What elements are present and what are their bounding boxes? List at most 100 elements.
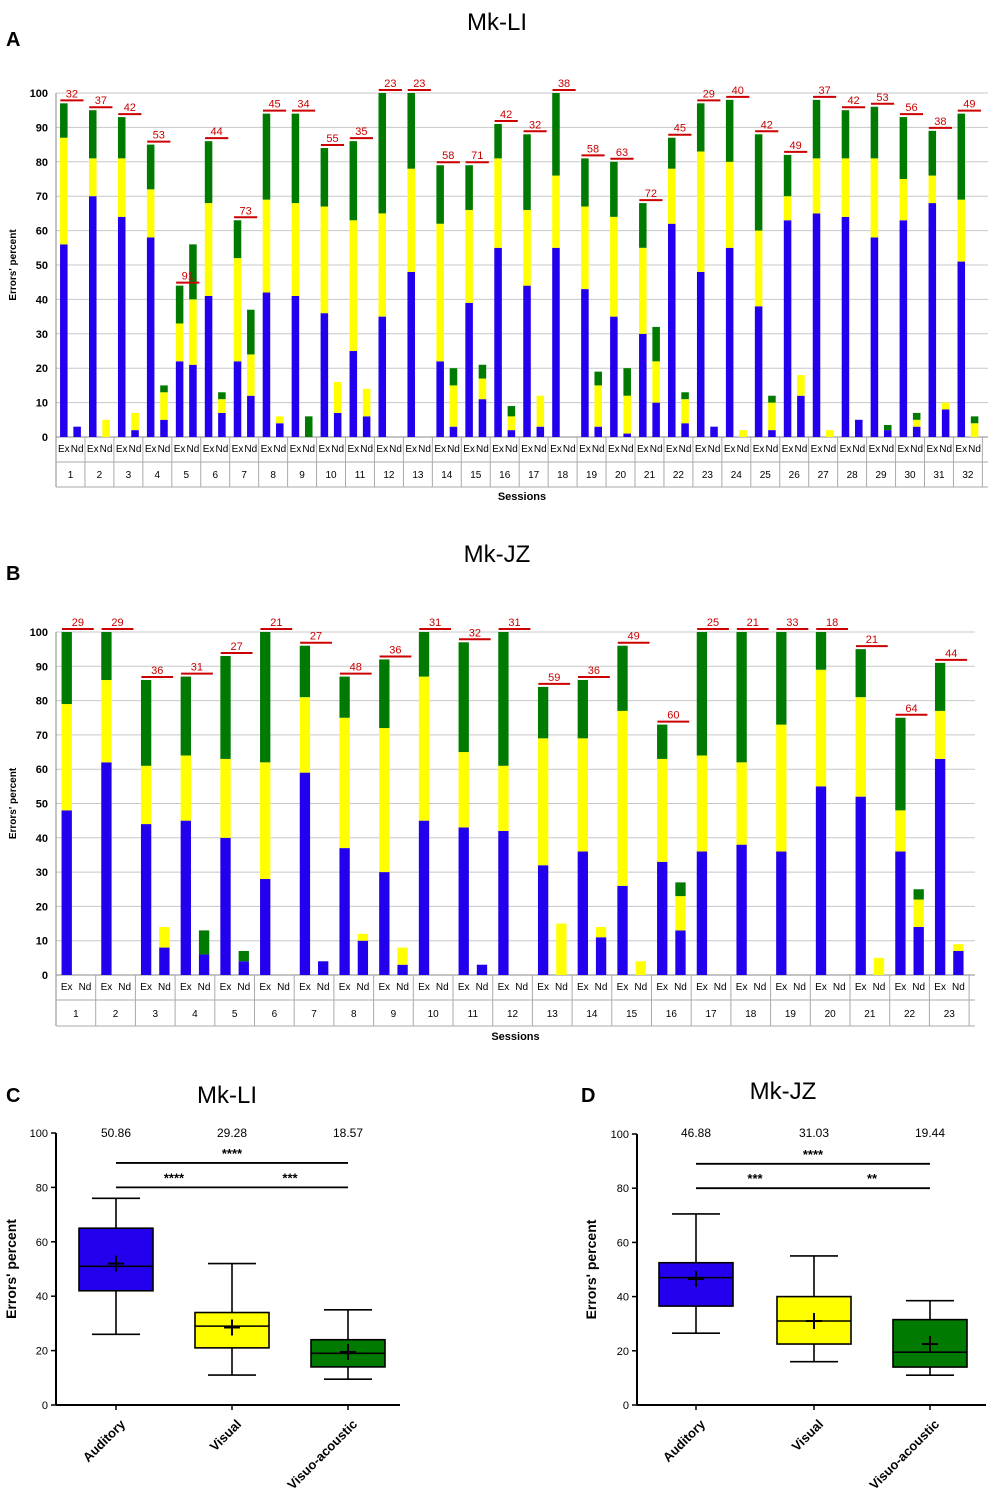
visuo-acoustic-segment-ex — [610, 161, 618, 217]
visual-segment-ex — [617, 710, 628, 886]
visual-segment-ex — [552, 175, 560, 248]
visual-segment-ex — [754, 230, 763, 307]
session-label: 17 — [705, 1009, 717, 1020]
session-label: 32 — [962, 470, 974, 481]
auditory-segment-nd — [198, 954, 210, 975]
trial-count-label: 44 — [211, 126, 223, 138]
category-label: Visuo-acoustic — [866, 1417, 942, 1493]
auditory-segment-ex — [895, 851, 906, 975]
visuo-acoustic-segment-nd — [478, 364, 487, 379]
x-subcategory-label: Nd — [515, 982, 528, 993]
visual-segment-ex — [320, 206, 329, 314]
visual-segment-ex — [407, 168, 415, 272]
visuo-acoustic-segment-ex — [523, 134, 531, 210]
auditory-segment-ex — [436, 361, 444, 437]
visual-segment-ex — [61, 704, 72, 811]
x-subcategory-label: Ex — [695, 444, 707, 455]
trial-count-label: 36 — [588, 665, 600, 677]
trial-count-label: 33 — [786, 617, 798, 629]
visuo-acoustic-segment-ex — [696, 632, 708, 756]
x-subcategory-label: Nd — [674, 982, 687, 993]
trial-count-label: 44 — [945, 648, 957, 660]
visual-segment-nd — [826, 430, 834, 437]
y-tick-label: 60 — [36, 226, 48, 238]
auditory-segment-ex — [581, 289, 589, 437]
panel-b: B Mk-JZ 0 10 20 30 40 50 60 70 80 90 100 Errors' perc… — [6, 541, 975, 1043]
visual-segment-ex — [523, 209, 531, 286]
visual-segment-nd — [397, 947, 408, 965]
visual-segment-nd — [131, 412, 139, 431]
visual-segment-ex — [465, 209, 473, 303]
trial-count-label: 31 — [429, 617, 441, 629]
x-subcategory-label: Nd — [952, 982, 965, 993]
trial-count-label: 63 — [616, 147, 628, 159]
visuo-acoustic-segment-nd — [681, 392, 689, 400]
visuo-acoustic-segment-ex — [299, 645, 311, 698]
panel-a: A Mk-LI 0 10 20 30 40 50 60 70 80 90 100 Errors' perc… — [6, 9, 988, 503]
auditory-segment-ex — [668, 223, 676, 437]
auditory-segment-ex — [349, 351, 358, 437]
panel-letter: A — [6, 29, 20, 51]
visuo-acoustic-segment-ex — [220, 656, 231, 759]
visual-segment-ex — [146, 189, 155, 238]
x-subcategory-label: Ex — [299, 982, 311, 993]
auditory-segment-ex — [855, 796, 866, 975]
visual-segment-nd — [953, 944, 964, 951]
auditory-segment-ex — [117, 216, 126, 437]
visual-segment-ex — [725, 161, 734, 248]
visual-segment-nd — [357, 933, 369, 941]
session-label: 8 — [351, 1009, 357, 1020]
trial-count-label: 91 — [182, 271, 194, 283]
trial-count-label: 49 — [790, 140, 802, 152]
x-subcategory-label: Ex — [232, 444, 244, 455]
x-subcategory-label: Nd — [679, 444, 692, 455]
x-subcategory-label: Nd — [79, 982, 92, 993]
visual-segment-nd — [912, 419, 921, 427]
visuo-acoustic-segment-nd — [912, 412, 921, 420]
trial-count-label: 73 — [239, 205, 251, 217]
trial-count-label: 42 — [124, 102, 136, 114]
auditory-segment-ex — [617, 885, 628, 975]
x-subcategory-label: Nd — [753, 982, 766, 993]
visual-segment-ex — [928, 175, 937, 204]
visuo-acoustic-segment-ex — [776, 632, 787, 725]
x-subcategory-label: Ex — [101, 982, 113, 993]
visuo-acoustic-segment-ex — [175, 285, 184, 324]
visuo-acoustic-segment-ex — [552, 93, 560, 176]
x-subcategory-label: Ex — [259, 982, 271, 993]
visuo-acoustic-segment-nd — [247, 309, 255, 355]
visual-segment-nd — [681, 399, 689, 424]
auditory-segment-ex — [899, 220, 908, 437]
x-subcategory-label: Ex — [666, 444, 678, 455]
x-subcategory-label: Nd — [360, 444, 373, 455]
visuo-acoustic-segment-ex — [89, 110, 97, 159]
category-label: Auditory — [80, 1416, 129, 1465]
x-subcategory-label: Ex — [220, 982, 232, 993]
y-tick-label: 40 — [36, 1291, 48, 1303]
visuo-acoustic-segment-nd — [594, 371, 602, 386]
session-label: 6 — [212, 470, 218, 481]
session-label: 7 — [311, 1009, 317, 1020]
y-tick-label: 60 — [36, 1237, 48, 1249]
visual-segment-ex — [349, 220, 358, 351]
visual-segment-nd — [189, 299, 197, 365]
visuo-acoustic-segment-ex — [146, 144, 155, 190]
session-label: 23 — [944, 1009, 956, 1020]
visuo-acoustic-segment-ex — [349, 141, 358, 221]
auditory-segment-ex — [379, 872, 390, 975]
x-subcategory-label: Nd — [215, 444, 228, 455]
visual-segment-ex — [841, 158, 850, 217]
auditory-segment-ex — [736, 844, 747, 975]
auditory-segment-nd — [797, 395, 805, 437]
auditory-segment-ex — [220, 837, 231, 975]
visual-segment-ex — [657, 758, 668, 862]
session-label: 10 — [325, 470, 337, 481]
x-subcategory-label: Nd — [356, 982, 369, 993]
visual-segment-nd — [623, 395, 631, 434]
visual-segment-nd — [102, 419, 110, 437]
auditory-segment-nd — [397, 964, 408, 975]
y-tick-label: 40 — [617, 1292, 629, 1304]
session-label: 3 — [126, 470, 132, 481]
visuo-acoustic-segment-nd — [189, 244, 197, 300]
